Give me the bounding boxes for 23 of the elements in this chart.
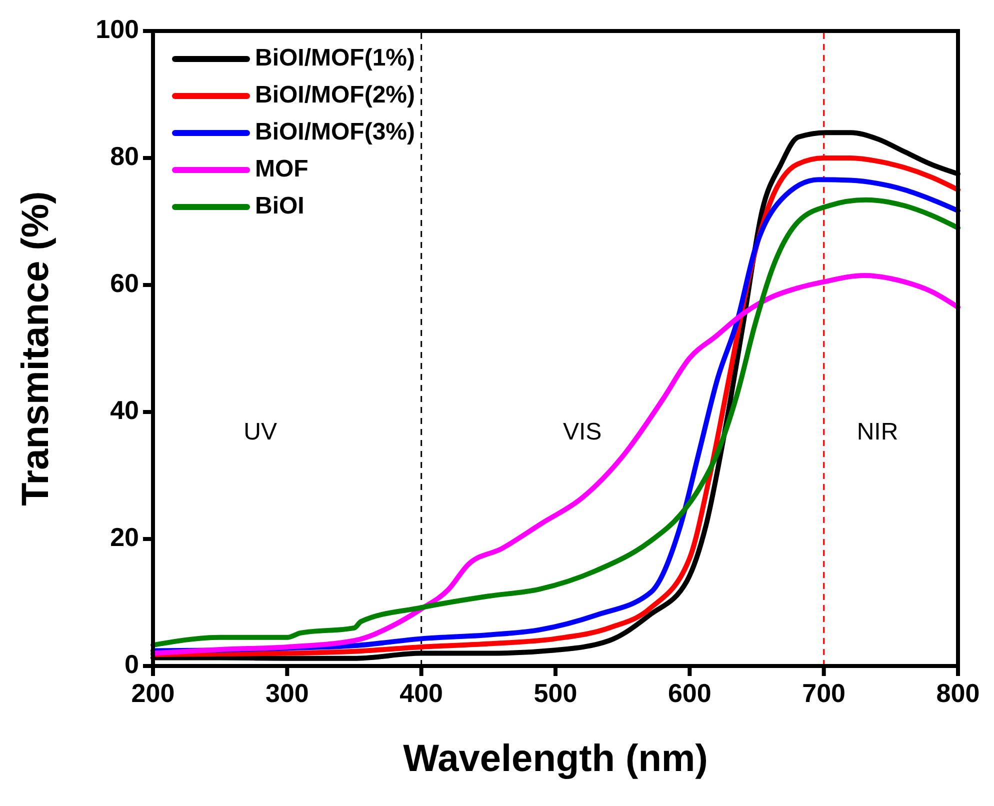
y-tick-label: 100: [96, 14, 139, 44]
legend-label: BiOI/MOF(3%): [255, 118, 415, 146]
y-tick-label: 60: [110, 268, 139, 298]
x-axis-title: Wavelength (nm): [403, 738, 708, 780]
y-axis-title: Transmitance (%): [15, 191, 57, 506]
x-tick-label: 500: [534, 678, 578, 708]
legend-label: MOF: [255, 155, 308, 182]
legend-label: BiOI: [255, 192, 304, 220]
legend-label: BiOI/MOF(1%): [255, 44, 415, 72]
annotation: NIR: [856, 418, 898, 446]
x-tick-label: 400: [400, 678, 444, 708]
x-tick-label: 700: [802, 678, 846, 708]
y-tick-label: 0: [124, 648, 139, 679]
annotation: UV: [244, 418, 278, 446]
y-tick-label: 20: [110, 522, 139, 552]
annotation: VIS: [562, 418, 602, 446]
y-tick-label: 40: [110, 394, 139, 425]
legend-label: BiOI/MOF(2%): [255, 81, 415, 108]
x-tick-label: 300: [265, 678, 309, 708]
y-tick-label: 80: [110, 140, 139, 171]
x-tick-label: 600: [668, 678, 712, 708]
x-tick-label: 800: [936, 678, 980, 708]
x-tick-label: 200: [131, 678, 175, 708]
